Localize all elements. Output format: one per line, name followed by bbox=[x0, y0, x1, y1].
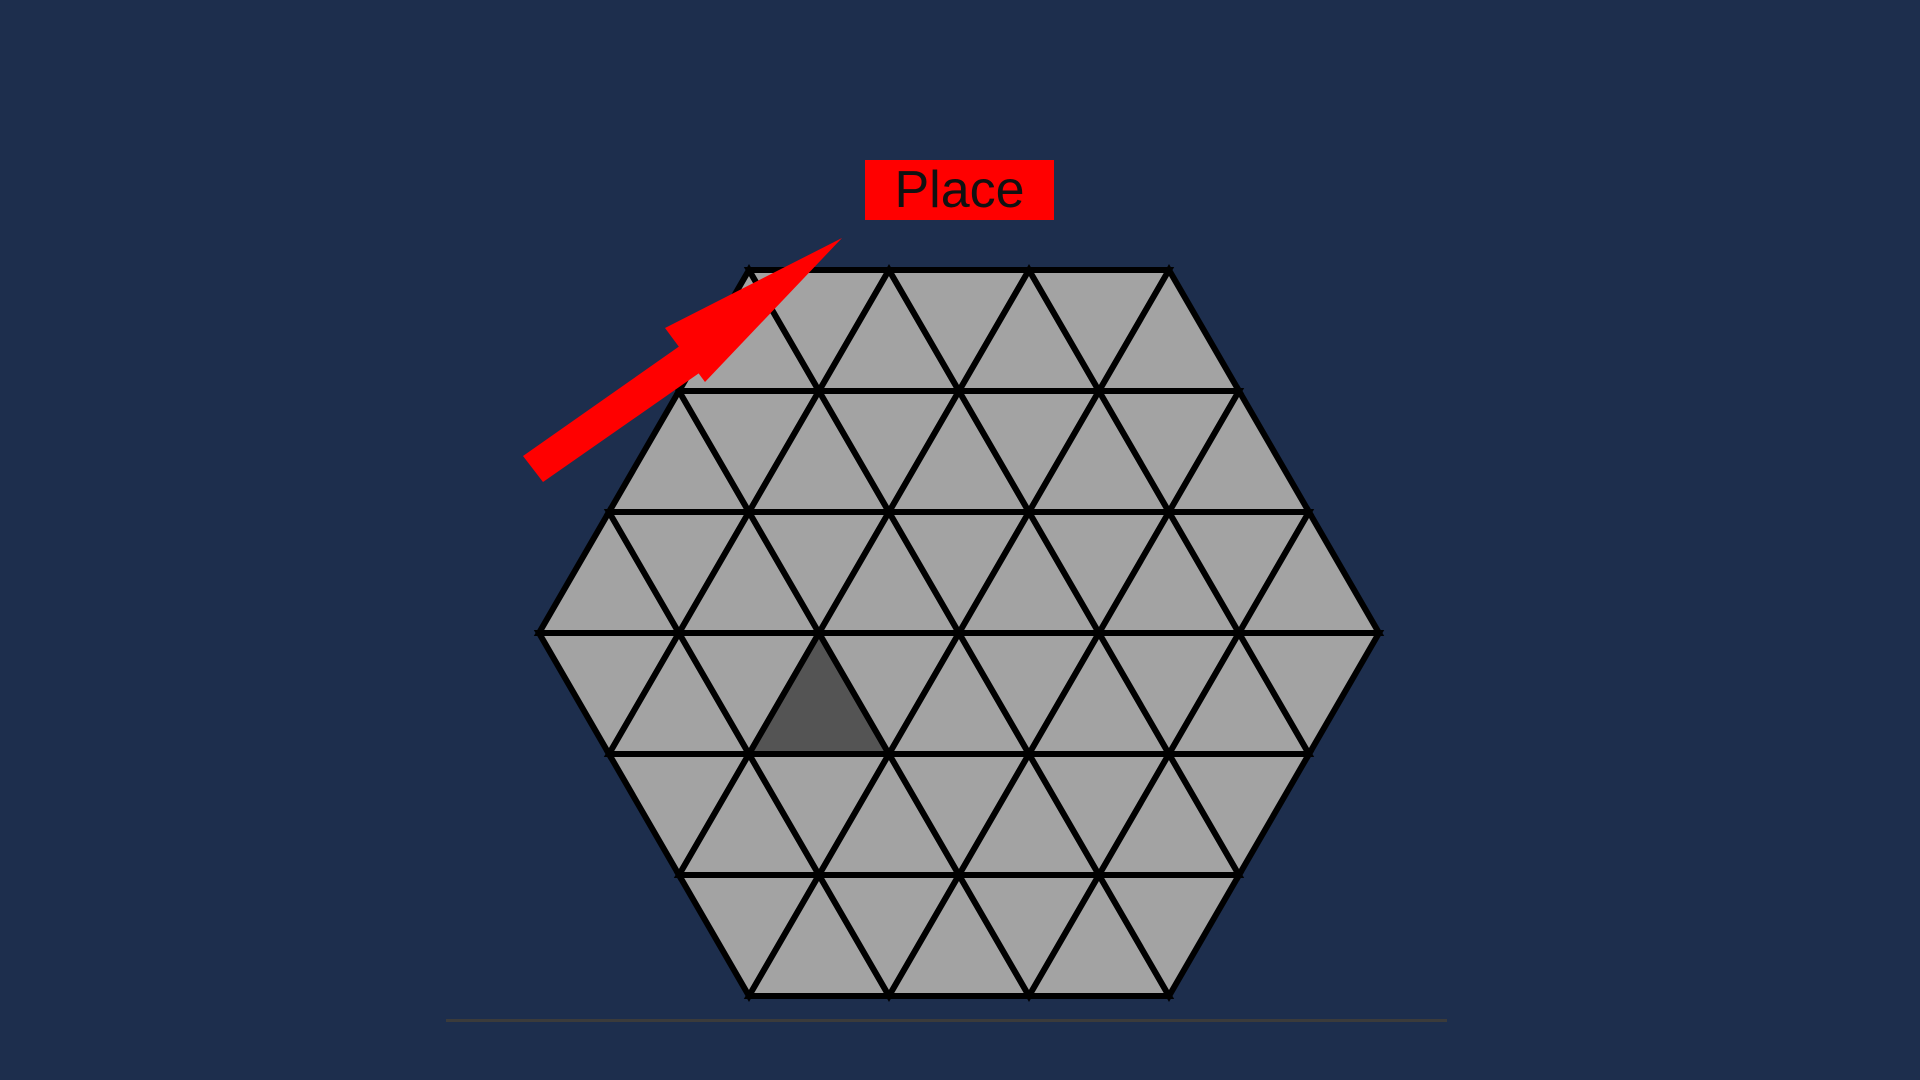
arrow-head bbox=[665, 238, 842, 382]
board-cell[interactable] bbox=[1093, 872, 1245, 1002]
board-cell[interactable] bbox=[1233, 630, 1385, 760]
board-cell[interactable] bbox=[1163, 751, 1315, 881]
arrow-up-right-icon bbox=[523, 238, 842, 482]
arrow-shaft bbox=[523, 336, 715, 482]
board-baseline bbox=[446, 1019, 1447, 1022]
place-button[interactable]: Place bbox=[865, 160, 1054, 220]
